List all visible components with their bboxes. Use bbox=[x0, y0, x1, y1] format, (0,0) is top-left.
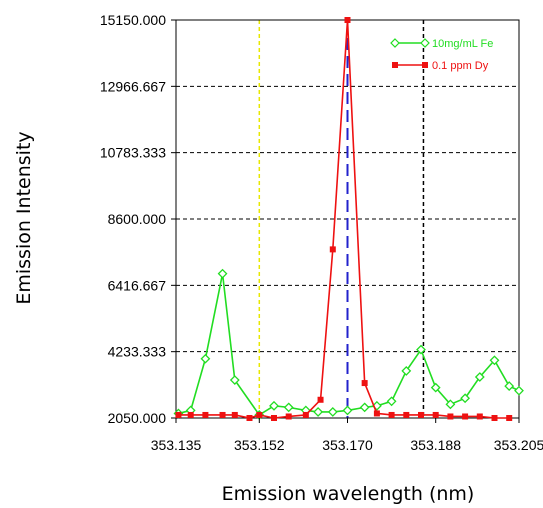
data-point bbox=[327, 407, 338, 417]
data-point bbox=[269, 400, 279, 411]
legend-marker bbox=[422, 62, 428, 68]
data-point bbox=[401, 365, 412, 376]
series-line bbox=[178, 273, 520, 417]
data-point bbox=[219, 411, 226, 418]
data-point bbox=[514, 385, 524, 396]
x-tick-label: 353.152 bbox=[234, 437, 285, 453]
data-point bbox=[175, 411, 182, 418]
data-point bbox=[403, 411, 410, 418]
data-point bbox=[460, 393, 471, 404]
data-point bbox=[416, 344, 426, 355]
data-point bbox=[418, 411, 424, 418]
y-tick-label: 12966.667 bbox=[100, 78, 166, 94]
legend: 10mg/mL Fe 0.1 ppm Dy bbox=[390, 38, 493, 72]
data-point bbox=[445, 399, 456, 410]
data-point bbox=[504, 381, 515, 392]
data-point bbox=[283, 402, 294, 413]
x-tick-label: 353.205 bbox=[494, 437, 543, 453]
data-point bbox=[187, 411, 194, 418]
x-tick-label: 353.188 bbox=[410, 437, 461, 453]
data-point bbox=[342, 405, 353, 416]
legend-marker bbox=[390, 38, 400, 48]
data-point bbox=[430, 382, 441, 393]
data-point bbox=[317, 396, 324, 403]
y-tick-label: 10783.333 bbox=[100, 145, 166, 161]
data-point bbox=[271, 415, 277, 421]
data-point bbox=[474, 372, 485, 382]
data-point bbox=[361, 380, 368, 387]
data-point bbox=[329, 246, 336, 253]
data-point bbox=[313, 407, 324, 417]
x-axis-title: Emission wavelength (nm) bbox=[222, 483, 475, 505]
series-1 bbox=[175, 17, 513, 421]
y-tick-label: 6416.667 bbox=[108, 277, 167, 293]
y-tick-label: 15150.000 bbox=[100, 12, 166, 28]
data-point bbox=[229, 375, 240, 385]
data-point bbox=[285, 413, 292, 420]
data-point bbox=[386, 396, 397, 407]
legend-marker bbox=[392, 62, 398, 68]
data-point bbox=[200, 353, 211, 364]
legend-label: 0.1 ppm Dy bbox=[432, 60, 489, 72]
data-point bbox=[359, 402, 370, 413]
data-point bbox=[344, 17, 351, 23]
data-point bbox=[246, 415, 253, 421]
data-point bbox=[447, 413, 454, 420]
series-0 bbox=[173, 268, 524, 420]
data-point bbox=[217, 268, 228, 279]
data-point bbox=[476, 413, 483, 420]
data-point bbox=[491, 415, 498, 421]
data-point bbox=[506, 415, 513, 421]
series-group bbox=[173, 17, 524, 421]
y-tick-label: 8600.000 bbox=[108, 211, 167, 227]
data-point bbox=[202, 411, 209, 418]
grid-lines bbox=[171, 19, 519, 419]
legend-label: 10mg/mL Fe bbox=[432, 38, 493, 50]
data-point bbox=[489, 355, 500, 366]
x-tick-labels: 353.135 353.152 353.170 353.188 353.205 bbox=[151, 418, 543, 453]
y-axis-title: Emission Intensity bbox=[13, 131, 35, 304]
y-tick-labels: 2050.000 4233.333 6416.667 8600.000 10783.33… bbox=[100, 12, 166, 426]
x-tick-label: 353.135 bbox=[151, 437, 202, 453]
y-tick-label: 4233.333 bbox=[108, 344, 167, 360]
data-point bbox=[432, 411, 439, 418]
y-tick-label: 2050.000 bbox=[108, 410, 167, 426]
data-point bbox=[256, 411, 263, 418]
legend-marker bbox=[420, 38, 430, 48]
x-tick-label: 353.170 bbox=[322, 437, 373, 453]
data-point bbox=[462, 413, 469, 420]
data-point bbox=[231, 411, 238, 418]
data-point bbox=[388, 411, 395, 418]
data-point bbox=[302, 411, 309, 418]
data-point bbox=[373, 410, 380, 417]
